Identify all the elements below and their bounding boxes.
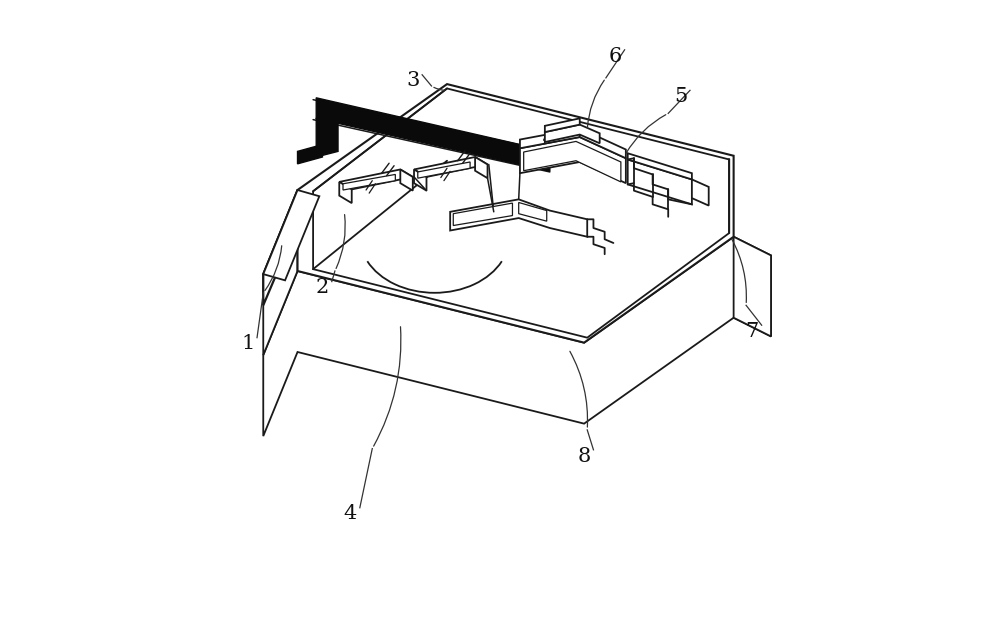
Polygon shape bbox=[316, 113, 341, 122]
Text: 5: 5 bbox=[674, 87, 687, 106]
Polygon shape bbox=[520, 128, 580, 148]
Polygon shape bbox=[475, 157, 488, 178]
Polygon shape bbox=[339, 182, 352, 203]
Polygon shape bbox=[519, 202, 547, 221]
Polygon shape bbox=[400, 169, 413, 191]
Polygon shape bbox=[414, 157, 488, 177]
Polygon shape bbox=[628, 153, 692, 179]
Polygon shape bbox=[316, 98, 550, 171]
Polygon shape bbox=[453, 203, 512, 226]
Polygon shape bbox=[692, 179, 709, 206]
Polygon shape bbox=[263, 190, 298, 355]
Text: 1: 1 bbox=[241, 335, 254, 353]
Polygon shape bbox=[545, 125, 600, 143]
Polygon shape bbox=[524, 141, 621, 182]
Polygon shape bbox=[263, 190, 319, 280]
Text: 8: 8 bbox=[577, 447, 591, 465]
Polygon shape bbox=[339, 169, 413, 189]
Text: 4: 4 bbox=[344, 505, 357, 523]
Polygon shape bbox=[418, 162, 470, 178]
Text: 3: 3 bbox=[406, 72, 419, 90]
Polygon shape bbox=[414, 169, 426, 191]
Text: 2: 2 bbox=[316, 278, 329, 297]
Text: 6: 6 bbox=[609, 47, 622, 65]
Polygon shape bbox=[263, 190, 298, 305]
Text: 7: 7 bbox=[746, 322, 759, 341]
Polygon shape bbox=[298, 84, 734, 343]
Polygon shape bbox=[520, 137, 626, 183]
Polygon shape bbox=[316, 113, 338, 157]
Polygon shape bbox=[734, 237, 771, 336]
Polygon shape bbox=[545, 118, 580, 132]
Polygon shape bbox=[450, 199, 587, 237]
Polygon shape bbox=[628, 159, 692, 204]
Polygon shape bbox=[343, 174, 395, 190]
Polygon shape bbox=[313, 88, 729, 338]
Polygon shape bbox=[580, 128, 626, 158]
Polygon shape bbox=[263, 237, 771, 436]
Polygon shape bbox=[298, 145, 322, 164]
